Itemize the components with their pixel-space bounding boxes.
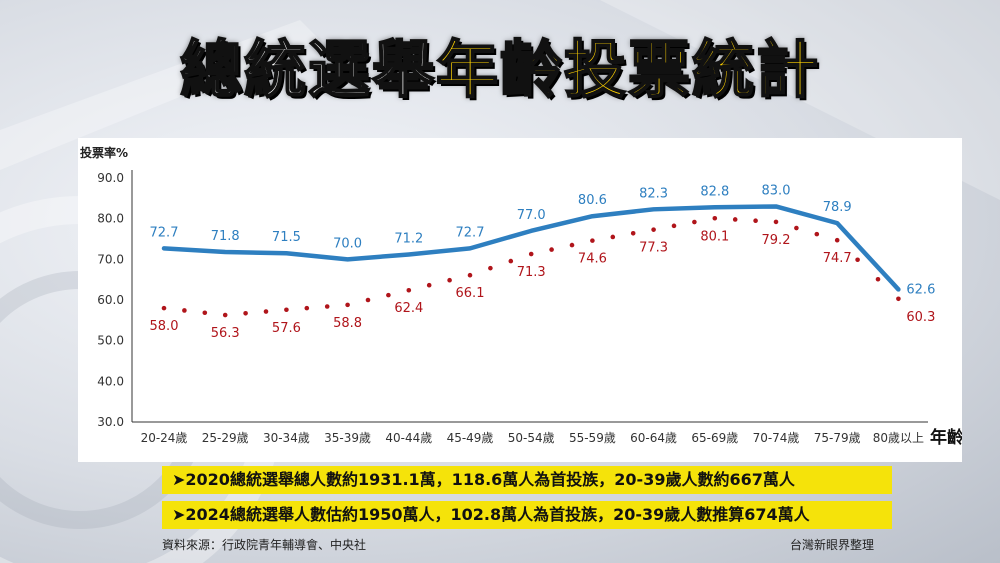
series-2020-dot xyxy=(549,247,554,252)
series-2020-dot xyxy=(488,265,493,271)
x-tick-label: 75-79歲 xyxy=(814,431,861,445)
series-2020-data-label: 79.2 xyxy=(762,233,791,248)
line-chart: 投票率% 年齡 90.0 80.0 70.0 60.0 50.0 40.0 30.0 20-24歲… xyxy=(80,145,962,448)
series-2020-dot xyxy=(161,305,167,311)
series-2020-dot xyxy=(467,272,473,278)
x-tick-label: 80歲以上 xyxy=(873,431,924,445)
series-2020-dot xyxy=(753,218,758,223)
x-tick-label: 70-74歲 xyxy=(753,431,800,445)
series-2020-dot xyxy=(590,238,595,243)
series-2020-dot xyxy=(671,223,677,229)
x-tick-label: 50-54歲 xyxy=(508,431,555,445)
info-line-2020: ➤2020總統選舉總人數約1931.1萬，118.6萬人為首投族，20-39歲人… xyxy=(162,466,892,494)
series-2020-dot xyxy=(794,225,799,231)
series-2020-dot xyxy=(182,308,187,313)
series-2024-data-label: 82.8 xyxy=(700,184,729,199)
series-2020-dot xyxy=(406,287,412,293)
series-2024-data-label: 70.0 xyxy=(333,236,362,251)
series-2020-dot xyxy=(528,251,534,257)
series-2020-dot xyxy=(508,258,514,264)
series-2020-dot xyxy=(324,304,330,309)
series-2020-dot xyxy=(712,215,718,221)
series-2024-data-label: 83.0 xyxy=(762,183,791,198)
x-tick-label: 65-69歲 xyxy=(691,431,738,445)
data-source: 資料來源：行政院青年輔導會、中央社 xyxy=(162,538,367,552)
page-title: 總統選舉年齡投票統計 xyxy=(0,30,1000,110)
series-2020-dot xyxy=(569,242,575,248)
series-2020-data-label: 57.6 xyxy=(272,321,301,336)
series-2020-data-label: 77.3 xyxy=(639,241,668,256)
x-tick-label: 35-39歲 xyxy=(324,431,371,445)
series-2024-data-label: 82.3 xyxy=(639,186,668,201)
series-2020-dot xyxy=(447,277,452,283)
x-tick-label: 30-34歲 xyxy=(263,431,310,445)
credit: 台灣新眼界整理 xyxy=(790,538,875,552)
series-2020-dot xyxy=(386,292,391,298)
x-axis-label: 年齡 xyxy=(930,427,962,448)
series-2020-dot xyxy=(630,231,636,236)
series-2020-data-label: 66.1 xyxy=(456,286,485,301)
series-2020-data-label: 60.3 xyxy=(906,310,935,325)
y-axis-label: 投票率% xyxy=(80,145,128,160)
series-2020-dot xyxy=(284,307,289,313)
y-tick-label: 50.0 xyxy=(97,334,124,348)
y-tick-label: 90.0 xyxy=(97,171,124,185)
title-part-2: 年齡投票統計 xyxy=(435,32,821,107)
x-tick-label: 55-59歲 xyxy=(569,431,616,445)
series-2024-data-label: 78.9 xyxy=(823,200,852,215)
series-2020-dot xyxy=(692,219,697,225)
series-2024-line xyxy=(161,204,901,292)
series-2020-dot xyxy=(365,297,371,303)
series-2020-dot xyxy=(814,231,820,237)
x-tick-label: 40-44歲 xyxy=(385,431,432,445)
series-2020-dot xyxy=(773,219,779,225)
series-2024-data-label: 71.5 xyxy=(272,230,301,245)
series-2020-data-label: 58.8 xyxy=(333,316,362,331)
series-2024-data-label: 71.8 xyxy=(211,229,240,244)
series-2020-dot xyxy=(304,305,310,311)
series-2020-dot xyxy=(222,312,228,318)
series-2020-data-label: 74.7 xyxy=(823,251,852,266)
y-tick-label: 30.0 xyxy=(97,415,124,429)
x-tick-label: 60-64歲 xyxy=(630,431,677,445)
series-2024-data-label: 77.0 xyxy=(517,208,546,223)
series-2020-dot xyxy=(345,302,350,308)
series-2020-data-label: 62.4 xyxy=(394,301,423,316)
series-2020-data-label: 58.0 xyxy=(150,319,179,334)
series-2024-data-label: 71.2 xyxy=(394,231,423,246)
series-2020-data-label: 71.3 xyxy=(517,265,546,280)
series-2024-data-label: 62.6 xyxy=(906,282,935,297)
series-2020-dot xyxy=(855,257,860,263)
series-2024-data-label: 72.7 xyxy=(150,225,179,240)
series-2024-data-label: 80.6 xyxy=(578,193,607,208)
series-2020-data-label: 74.6 xyxy=(578,252,607,267)
series-2024-data-label: 72.7 xyxy=(456,225,485,240)
title-part-1: 總統選舉 xyxy=(179,32,436,107)
x-tick-label: 25-29歲 xyxy=(202,431,249,445)
x-tick-label: 20-24歲 xyxy=(141,431,188,445)
y-tick-label: 80.0 xyxy=(97,212,124,226)
series-2020-dot xyxy=(732,217,738,222)
series-2020-dot xyxy=(202,310,208,316)
series-2020-dot xyxy=(834,237,840,243)
info-line-2024: ➤2024總統選舉人數估約1950萬人，102.8萬人為首投族，20-39歲人數… xyxy=(162,501,892,529)
series-2020-dot xyxy=(875,276,881,282)
series-2020-dot xyxy=(426,282,432,288)
series-2020-dot xyxy=(610,234,616,240)
series-2020-dot xyxy=(651,227,656,232)
y-tick-label: 70.0 xyxy=(97,252,124,266)
y-tick-label: 60.0 xyxy=(97,293,124,307)
chart-panel: 投票率% 年齡 90.0 80.0 70.0 60.0 50.0 40.0 30.0 20-24歲… xyxy=(78,138,962,462)
series-2020-dot xyxy=(896,296,901,302)
x-tick-label: 45-49歲 xyxy=(447,431,494,445)
series-2020-data-label: 56.3 xyxy=(211,326,240,341)
series-2020-dot xyxy=(263,309,269,314)
series-2020-dot xyxy=(243,310,248,316)
y-tick-label: 40.0 xyxy=(97,374,124,388)
series-2020-data-label: 80.1 xyxy=(700,229,729,244)
